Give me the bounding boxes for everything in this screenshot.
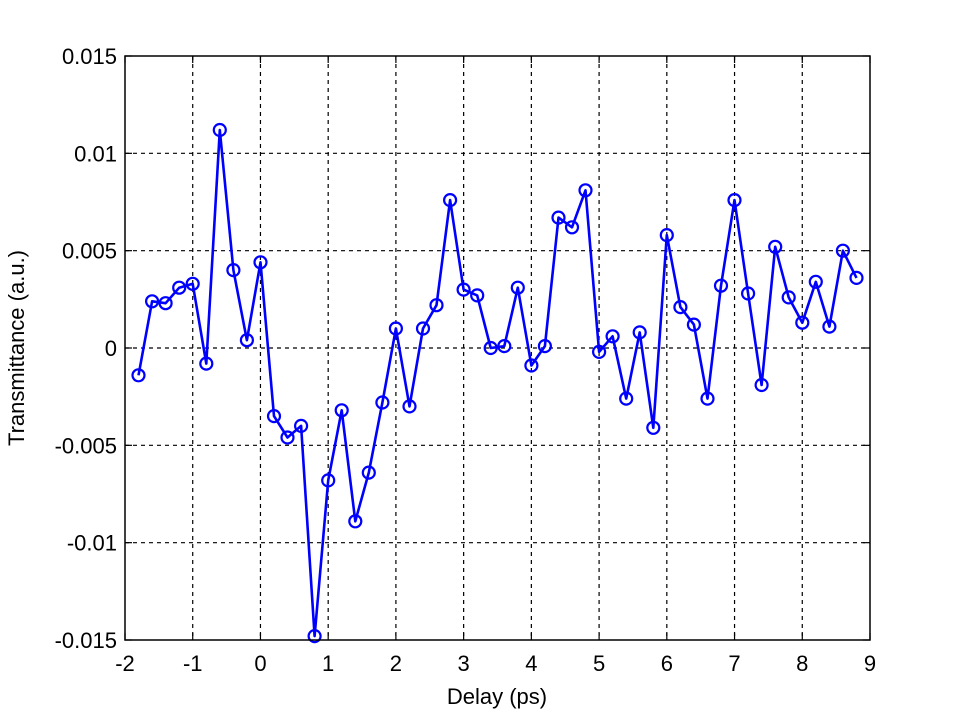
data-point-marker <box>673 300 688 315</box>
y-tick-label: -0.01 <box>67 531 117 556</box>
data-point-marker <box>632 325 647 340</box>
y-tick-label: 0 <box>105 336 117 361</box>
x-tick-label: 5 <box>593 651 605 676</box>
data-point-marker <box>619 391 634 406</box>
data-point-marker <box>266 409 282 424</box>
grid <box>125 56 870 640</box>
data-point-marker <box>199 356 214 371</box>
x-tick-label: 4 <box>525 651 537 676</box>
data-point-marker <box>415 321 431 336</box>
data-point-marker <box>564 220 580 235</box>
data-point-marker <box>537 339 553 354</box>
x-tick-label: -2 <box>115 651 135 676</box>
data-point-marker <box>321 473 336 488</box>
data-point-marker <box>483 340 498 356</box>
data-point-marker <box>510 280 525 295</box>
data-point-marker <box>700 391 715 406</box>
data-point-marker <box>361 465 376 480</box>
data-point-marker <box>754 377 769 393</box>
x-tick-label: -1 <box>183 651 203 676</box>
data-point-marker <box>781 290 796 305</box>
data-point-marker <box>551 210 566 225</box>
data-point-marker <box>226 263 241 278</box>
data-series <box>131 122 864 644</box>
ticks <box>124 55 871 641</box>
x-tick-label: 0 <box>254 651 266 676</box>
y-tick-label: 0.005 <box>62 239 117 264</box>
data-point-marker <box>659 228 674 243</box>
data-point-marker <box>131 368 146 383</box>
data-point-marker <box>294 418 309 433</box>
data-point-marker <box>402 399 417 414</box>
data-point-marker <box>388 321 403 336</box>
data-point-marker <box>253 255 268 270</box>
data-point-marker <box>470 288 485 303</box>
data-point-marker <box>524 358 539 373</box>
tick-labels: -2 -1 0 1 2 3 4 5 6 7 8 9 0.015 0.01 0.005 0 -0.005 -0.01… <box>55 44 877 676</box>
data-point-marker <box>835 243 851 258</box>
y-tick-label: 0.01 <box>74 141 117 166</box>
y-axis-label: Transmittance (a.u.) <box>4 250 29 446</box>
y-tick-label: -0.005 <box>55 433 117 458</box>
data-point-marker <box>713 278 729 293</box>
data-point-marker <box>280 430 295 445</box>
data-point-marker <box>239 333 254 348</box>
x-tick-label: 9 <box>864 651 876 676</box>
data-point-marker <box>456 282 471 297</box>
data-point-marker <box>158 296 173 311</box>
data-point-marker <box>172 280 187 295</box>
data-point-marker <box>686 317 702 332</box>
data-point-marker <box>605 329 620 344</box>
data-point-marker <box>334 403 349 418</box>
data-point-marker <box>307 628 322 644</box>
x-axis-label: Delay (ps) <box>447 684 547 709</box>
data-point-marker <box>429 298 444 313</box>
data-point-marker <box>795 315 810 330</box>
data-point-marker <box>768 239 783 254</box>
y-tick-label: -0.015 <box>55 628 117 653</box>
data-point-marker <box>375 395 390 410</box>
y-tick-label: 0.015 <box>62 44 117 69</box>
data-point-marker <box>145 294 160 309</box>
x-tick-label: 1 <box>322 651 334 676</box>
data-point-marker <box>497 339 512 354</box>
data-point-marker <box>808 274 823 289</box>
data-point-marker <box>443 193 458 208</box>
x-tick-label: 2 <box>390 651 402 676</box>
x-tick-label: 3 <box>458 651 470 676</box>
x-tick-label: 6 <box>661 651 673 676</box>
data-point-marker <box>740 286 756 301</box>
data-point-marker <box>212 122 227 138</box>
data-point-marker <box>727 193 742 208</box>
data-point-marker <box>591 344 607 359</box>
data-point-marker <box>646 420 661 435</box>
x-tick-label: 7 <box>728 651 740 676</box>
data-point-marker <box>185 276 200 291</box>
data-point-marker <box>849 270 864 285</box>
x-tick-label: 8 <box>796 651 808 676</box>
data-point-marker <box>578 183 593 198</box>
data-point-marker <box>348 514 363 529</box>
data-point-marker <box>822 319 837 334</box>
